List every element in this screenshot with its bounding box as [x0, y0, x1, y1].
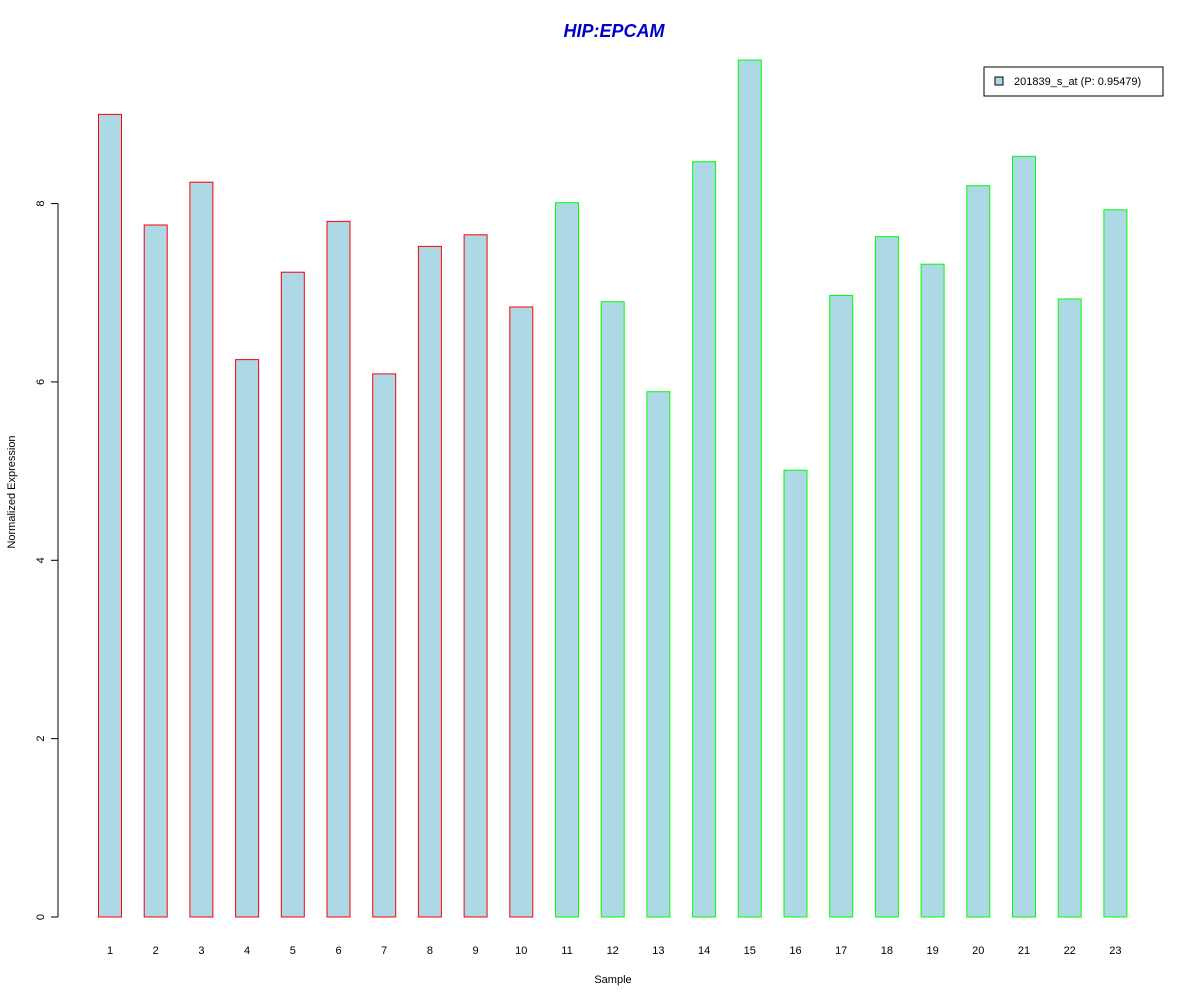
- x-tick-label: 20: [972, 945, 984, 957]
- x-tick-label: 3: [198, 945, 204, 957]
- x-tick-label: 19: [926, 945, 938, 957]
- bar-sample-5: [280, 271, 305, 918]
- bar-sample-18: [874, 236, 899, 918]
- x-tick-label: 8: [427, 945, 433, 957]
- y-tick-label: 0: [35, 914, 47, 920]
- bar-sample-13: [646, 391, 671, 918]
- x-tick-label: 16: [789, 945, 801, 957]
- x-tick-label: 12: [607, 945, 619, 957]
- bar-sample-17: [829, 294, 854, 918]
- legend-swatch: [994, 76, 1004, 86]
- bar-sample-10: [509, 306, 534, 918]
- bar-sample-7: [372, 373, 397, 918]
- bar-sample-15: [737, 59, 762, 918]
- x-tick-label: 18: [881, 945, 893, 957]
- bar-sample-12: [600, 301, 625, 918]
- bar-sample-16: [783, 469, 808, 918]
- legend-label: 201839_s_at (P: 0.95479): [1014, 76, 1141, 88]
- bar-sample-21: [1012, 155, 1036, 918]
- x-tick-label: 11: [561, 945, 572, 957]
- y-tick-label: 6: [35, 379, 47, 385]
- bar-sample-14: [692, 161, 717, 918]
- bar-sample-6: [326, 220, 351, 918]
- bar-sample-11: [555, 202, 579, 918]
- bars-group: [98, 59, 1128, 918]
- y-axis: 0 2 4 6 8: [35, 201, 59, 920]
- bar-sample-22: [1057, 298, 1082, 918]
- bar-sample-23: [1103, 209, 1128, 918]
- x-tick-label: 2: [153, 945, 159, 957]
- bar-sample-2: [143, 224, 168, 918]
- x-tick-label: 6: [335, 945, 341, 957]
- y-tick-label: 4: [35, 557, 47, 563]
- x-tick-label: 14: [698, 945, 710, 957]
- x-tick-label: 21: [1018, 945, 1030, 957]
- x-tick-label: 13: [652, 945, 664, 957]
- x-tick-label: 23: [1109, 945, 1121, 957]
- x-tick-labels: 1 2 3 4 5 6 7 8 9 10 11 12 13 14 15 16 17 18 19 20 21 22 23: [107, 945, 1122, 957]
- x-tick-label: 1: [107, 945, 113, 957]
- y-axis-label: Normalized Expression: [6, 435, 18, 548]
- legend-box: [983, 66, 1164, 97]
- x-tick-label: 5: [290, 945, 296, 957]
- x-tick-label: 17: [835, 945, 847, 957]
- bar-sample-9: [463, 234, 488, 918]
- y-tick-label: 8: [35, 201, 47, 207]
- x-tick-label: 7: [381, 945, 387, 957]
- bar-sample-20: [966, 185, 991, 918]
- bar-sample-3: [189, 181, 214, 918]
- chart-title: HIP:EPCAM: [563, 21, 665, 41]
- y-tick-label: 2: [35, 736, 47, 742]
- bar-sample-8: [417, 245, 442, 918]
- x-axis-label: Sample: [594, 974, 631, 986]
- x-tick-label: 4: [244, 945, 250, 957]
- x-tick-label: 15: [744, 945, 756, 957]
- bar-sample-4: [235, 359, 260, 918]
- x-tick-label: 9: [473, 945, 479, 957]
- bar-sample-19: [920, 263, 945, 918]
- legend: 201839_s_at (P: 0.95479): [983, 66, 1164, 97]
- x-tick-label: 10: [515, 945, 527, 957]
- x-tick-label: 22: [1064, 945, 1076, 957]
- bar-sample-1: [98, 113, 122, 918]
